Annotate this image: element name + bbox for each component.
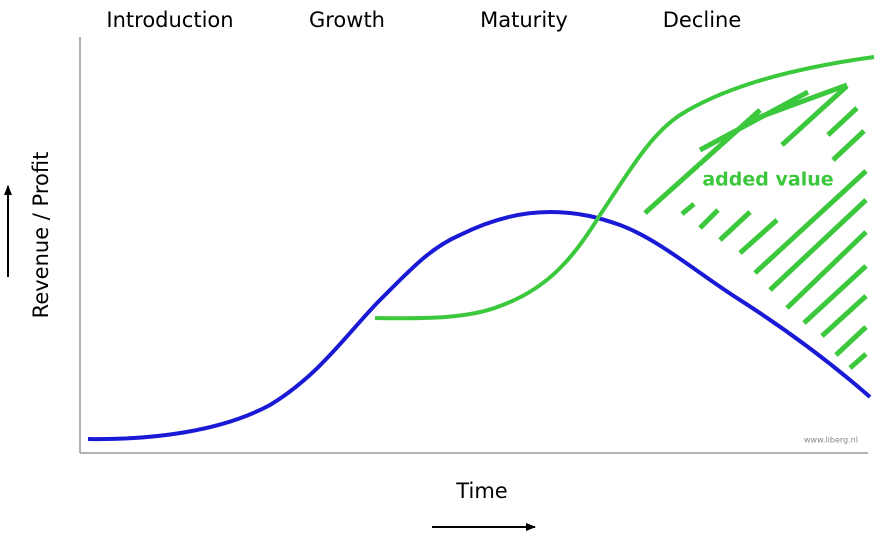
revenue-curve xyxy=(87,209,872,442)
stage-label: Growth xyxy=(309,8,385,32)
stage-label: Introduction xyxy=(106,8,233,32)
annotation-background xyxy=(700,166,836,194)
stage-label: Decline xyxy=(663,8,742,32)
x-axis-label: Time xyxy=(455,479,507,503)
stage-label: Maturity xyxy=(480,8,568,32)
profit-curve xyxy=(374,55,875,321)
added-value-hatch xyxy=(643,82,868,370)
annotation: added value xyxy=(702,169,833,191)
watermark: www.liberg.nl xyxy=(804,436,858,445)
y-axis-label: Revenue / Profit xyxy=(29,152,53,319)
